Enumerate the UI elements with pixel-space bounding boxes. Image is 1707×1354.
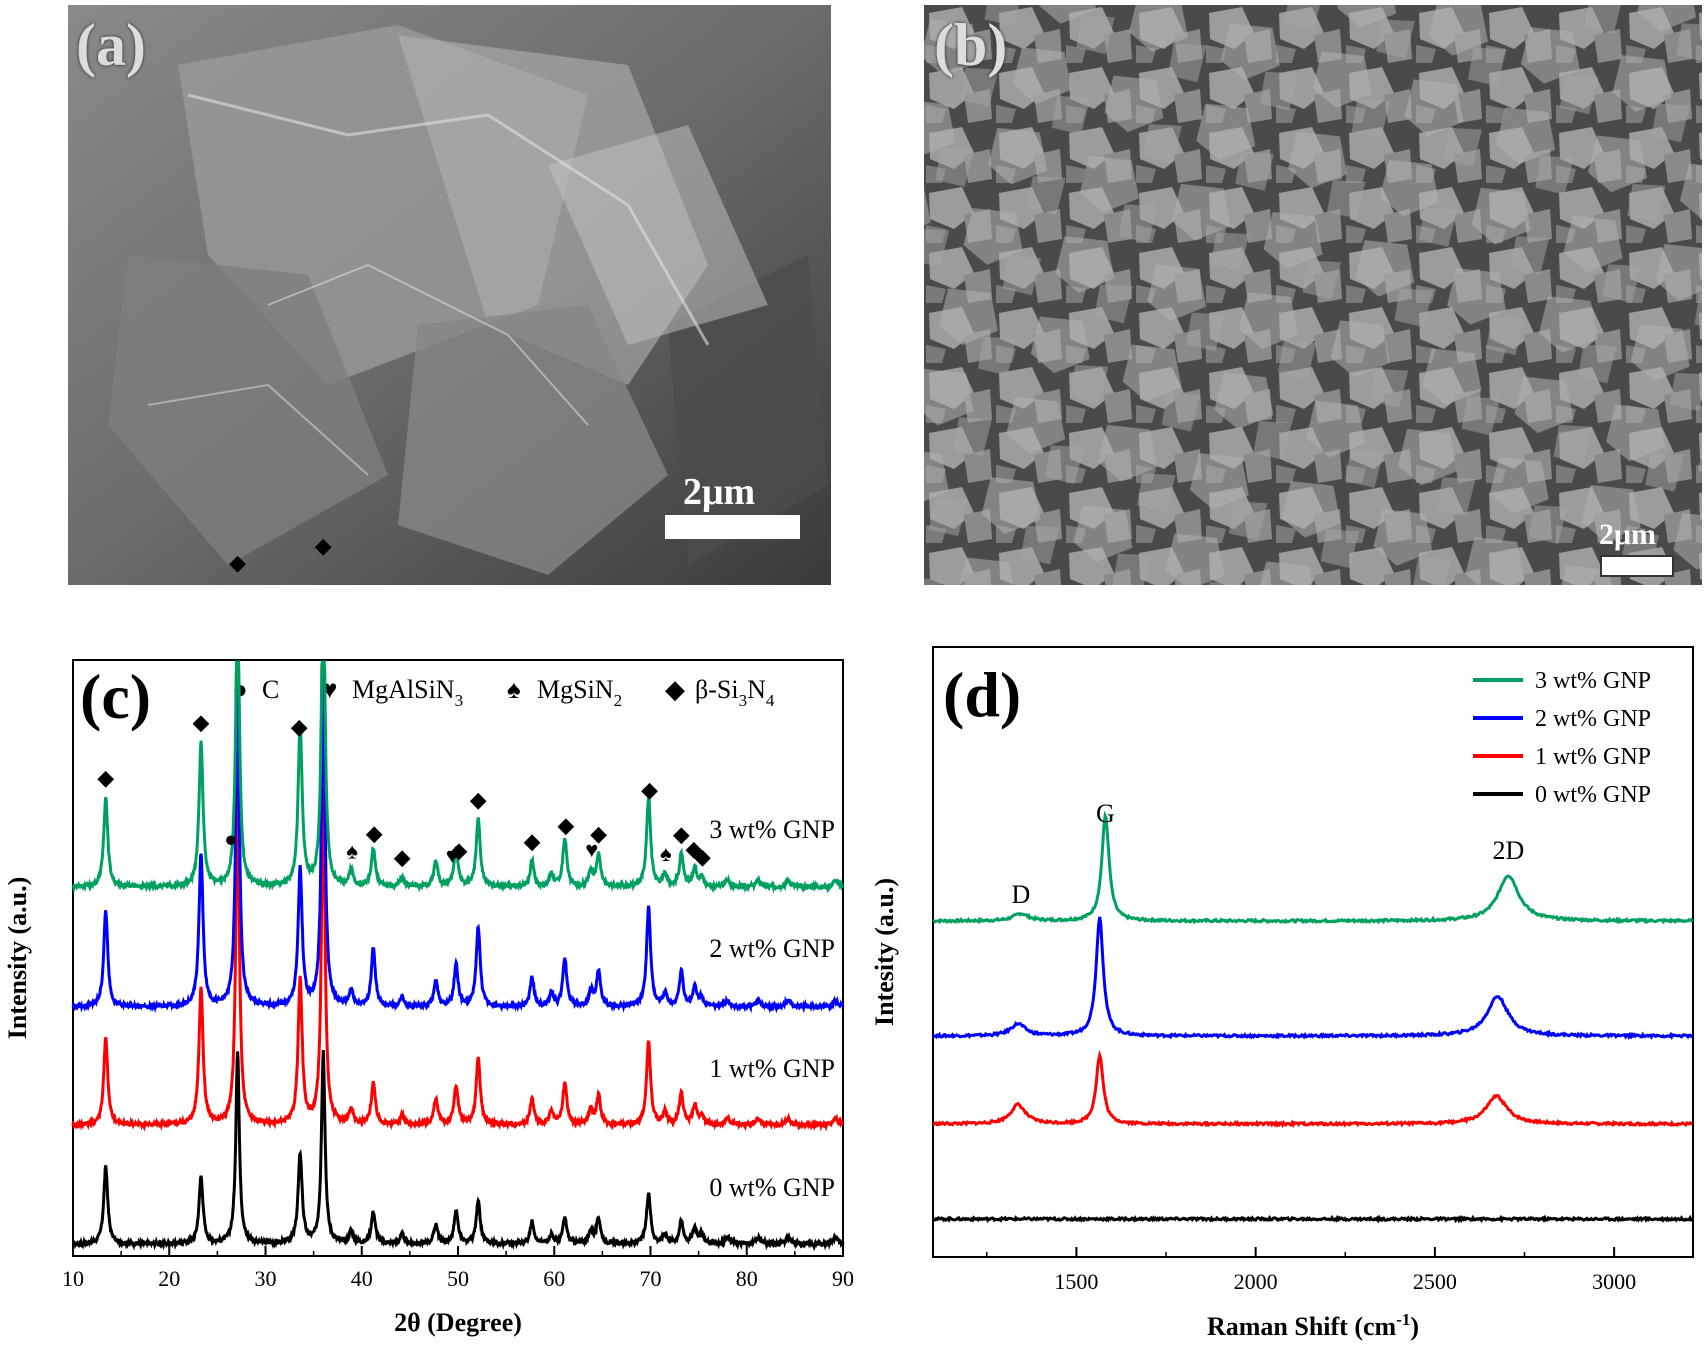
sem-texture-a bbox=[68, 5, 831, 585]
xrd-trace-1wt bbox=[71, 786, 844, 1132]
xrd-plot-frame bbox=[72, 659, 844, 1257]
xrd-x-tick-label: 10 bbox=[62, 1266, 84, 1291]
panel-label-a: (a) bbox=[76, 12, 146, 78]
raman-y-axis-label: Intesity (a.u.) bbox=[870, 878, 899, 1026]
raman-peak-label: D bbox=[1011, 880, 1030, 909]
xrd-trace-2wt bbox=[71, 669, 845, 1014]
raman-legend-label: 2 wt% GNP bbox=[1535, 706, 1651, 732]
xrd-series-label: 2 wt% GNP bbox=[709, 934, 835, 963]
raman-peak-label: G bbox=[1096, 799, 1115, 828]
xrd-phase-marker: ◆ bbox=[366, 821, 383, 846]
xrd-legend-label: MgSiN2 bbox=[537, 675, 622, 710]
raman-peak-label: 2D bbox=[1492, 836, 1524, 865]
xrd-trace-0wt bbox=[72, 1050, 845, 1251]
raman-trace-3wt bbox=[932, 810, 1694, 925]
xrd-y-axis-label: Intensity (a.u.) bbox=[3, 877, 32, 1040]
xrd-x-tick-label: 60 bbox=[543, 1266, 565, 1291]
xrd-series-label: 0 wt% GNP bbox=[709, 1173, 835, 1202]
scale-bar-label-b: 2μm bbox=[1599, 518, 1656, 551]
panel-label-d: (d) bbox=[943, 659, 1021, 730]
xrd-x-tick-label: 50 bbox=[447, 1266, 469, 1291]
raman-legend-label: 0 wt% GNP bbox=[1535, 782, 1651, 808]
sem-texture-b bbox=[924, 5, 1702, 585]
scale-bar-a bbox=[665, 515, 800, 539]
xrd-phase-marker: ◆ bbox=[673, 821, 690, 846]
raman-x-tick-label: 2500 bbox=[1413, 1269, 1457, 1294]
xrd-x-tick-label: 20 bbox=[158, 1266, 180, 1291]
xrd-phase-marker: ♠ bbox=[660, 841, 672, 866]
xrd-x-tick-label: 90 bbox=[832, 1266, 854, 1291]
xrd-phase-marker: ◆ bbox=[97, 765, 114, 790]
xrd-phase-marker: ◆ bbox=[685, 836, 702, 861]
xrd-legend-item: ♥ MgAlSiN3 bbox=[322, 675, 463, 710]
xrd-phase-marker: ◆ bbox=[694, 844, 711, 869]
xrd-phase-marker: ◆ bbox=[291, 714, 308, 739]
xrd-legend-label: β-Si3N4 bbox=[695, 675, 775, 710]
xrd-phase-marker: ◆ bbox=[451, 838, 468, 863]
xrd-phase-marker: ♥ bbox=[585, 837, 598, 862]
xrd-phase-marker: ◆ bbox=[641, 777, 658, 802]
raman-x-tick-label: 2000 bbox=[1234, 1269, 1278, 1294]
xrd-legend-label: C bbox=[262, 675, 279, 704]
xrd-phase-marker: ◆ bbox=[590, 821, 607, 846]
raman-x-tick-label: 3000 bbox=[1592, 1269, 1636, 1294]
xrd-phase-marker: ◆ bbox=[394, 844, 411, 869]
xrd-phase-marker: ◆ bbox=[470, 787, 487, 812]
panel-label-b: (b) bbox=[934, 12, 1008, 78]
xrd-phase-marker: ♥ bbox=[446, 843, 459, 868]
xrd-phase-marker: ◆ bbox=[557, 813, 574, 838]
raman-trace-1wt bbox=[932, 1049, 1693, 1129]
raman-legend-label: 1 wt% GNP bbox=[1535, 744, 1651, 770]
xrd-phase-marker: ◆ bbox=[524, 829, 541, 854]
xrd-trace-3wt bbox=[72, 660, 845, 894]
xrd-series-label: 1 wt% GNP bbox=[709, 1054, 835, 1083]
xrd-phase-legend: ● C ♥ MgAlSiN3 ♠ MgSiN2 ◆ β-Si3N4 bbox=[232, 675, 775, 710]
xrd-phase-marker: ♠ bbox=[346, 838, 358, 863]
xrd-legend-symbol: ◆ bbox=[665, 675, 685, 704]
xrd-legend-item: ♠ MgSiN2 bbox=[507, 675, 622, 710]
xrd-x-tick-label: 70 bbox=[640, 1266, 662, 1291]
xrd-phase-marker: ● bbox=[224, 826, 237, 851]
raman-trace-0wt bbox=[932, 1214, 1693, 1224]
xrd-series-label: 3 wt% GNP bbox=[709, 815, 835, 844]
raman-x-tick-label: 1500 bbox=[1054, 1269, 1098, 1294]
sem-image-a: (a) 2μm bbox=[68, 5, 831, 585]
raman-plot-frame bbox=[932, 646, 1694, 1258]
scale-bar-b bbox=[1600, 555, 1674, 577]
scale-bar-label-a: 2μm bbox=[683, 471, 756, 513]
raman-legend-label: 3 wt% GNP bbox=[1535, 668, 1651, 694]
xrd-legend-symbol: ♠ bbox=[507, 675, 521, 704]
xrd-legend-item: ◆ β-Si3N4 bbox=[665, 675, 775, 710]
xrd-legend-symbol: ♥ bbox=[322, 675, 337, 704]
xrd-phase-marker: ◆ bbox=[193, 710, 210, 735]
panel-label-c: (c) bbox=[80, 661, 151, 732]
xrd-x-tick-label: 80 bbox=[736, 1266, 758, 1291]
xrd-legend-item: ● C bbox=[232, 675, 279, 704]
xrd-legend-label: MgAlSiN3 bbox=[352, 675, 463, 710]
xrd-x-tick-label: 30 bbox=[255, 1266, 277, 1291]
xrd-x-axis-label: 2θ (Degree) bbox=[394, 1308, 522, 1337]
raman-trace-2wt bbox=[931, 916, 1694, 1041]
raman-x-axis-label: Raman Shift (cm-1) bbox=[1207, 1310, 1419, 1341]
xrd-legend-symbol: ● bbox=[232, 675, 248, 704]
xrd-x-tick-label: 40 bbox=[351, 1266, 373, 1291]
sem-image-b: (b) 2μm bbox=[924, 5, 1702, 585]
